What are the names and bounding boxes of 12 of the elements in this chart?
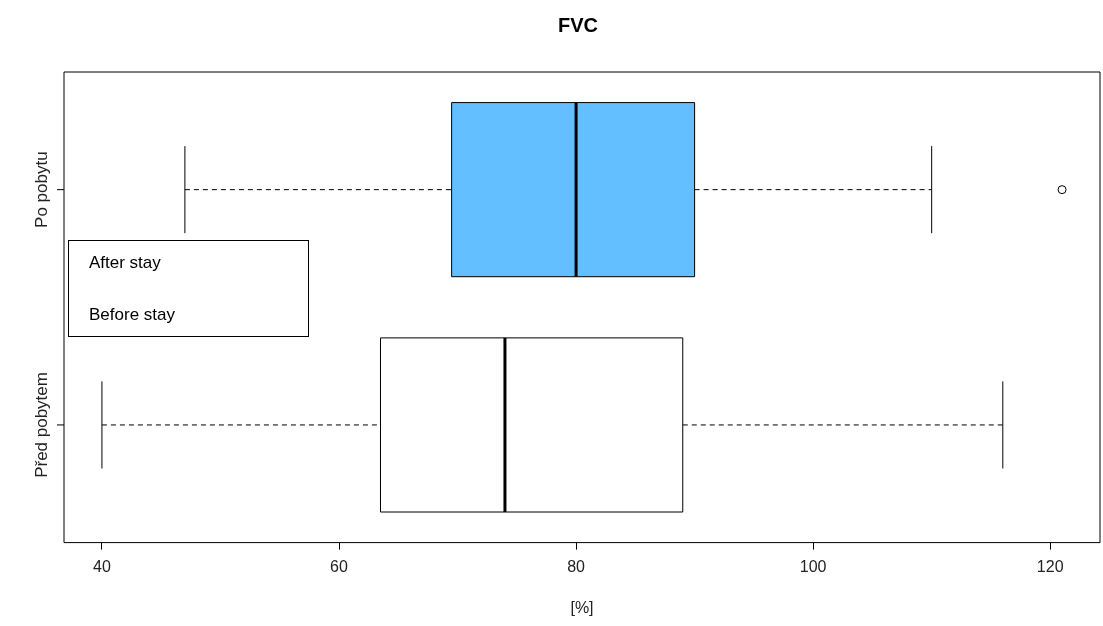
- chart-title: FVC: [558, 13, 598, 36]
- x-tick-label: 60: [330, 557, 348, 575]
- x-tick-label: 40: [93, 557, 111, 575]
- x-tick-label: 80: [567, 557, 586, 575]
- x-axis-title: [%]: [570, 598, 594, 616]
- text-box: After stay Before stay: [68, 240, 309, 337]
- annotation: After stay: [89, 253, 162, 274]
- annotation: Before stay: [89, 305, 176, 326]
- x-tick-label: 100: [799, 557, 827, 575]
- x-tick-label: 120: [1036, 557, 1064, 575]
- y-tick-label: Před pobytem: [31, 372, 51, 478]
- y-tick-label: Po pobytu: [31, 151, 51, 228]
